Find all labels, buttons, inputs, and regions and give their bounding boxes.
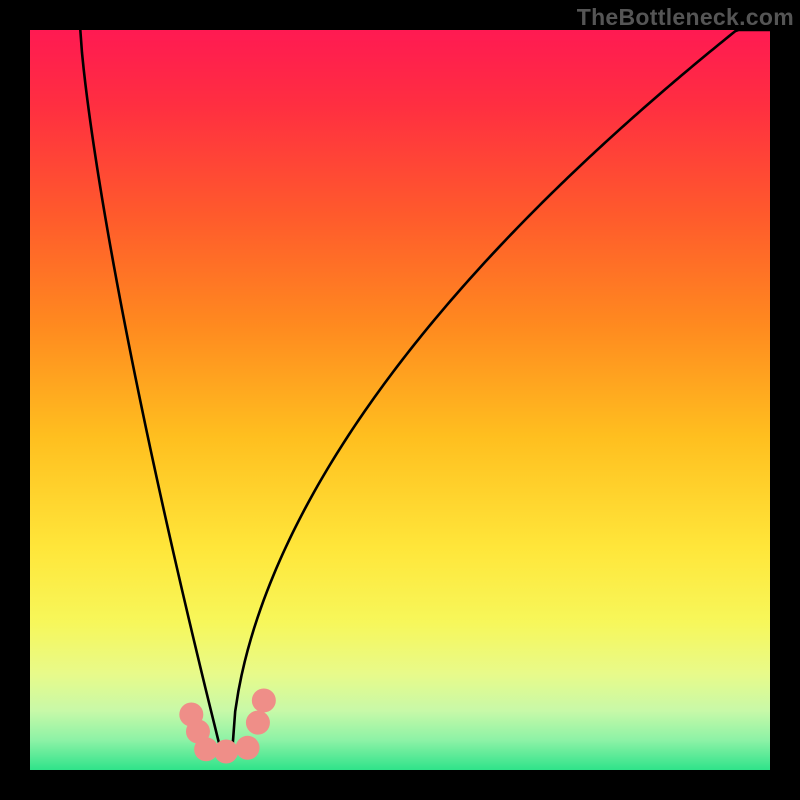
marker-dot bbox=[236, 736, 260, 760]
marker-dot bbox=[252, 688, 276, 712]
watermark-text: TheBottleneck.com bbox=[577, 4, 794, 31]
marker-dot bbox=[246, 711, 270, 735]
frame-bottom bbox=[0, 770, 800, 800]
plot-area bbox=[30, 30, 770, 770]
marker-dot bbox=[214, 740, 238, 764]
frame-right bbox=[770, 0, 800, 800]
plot-svg bbox=[30, 30, 770, 770]
frame-left bbox=[0, 0, 30, 800]
